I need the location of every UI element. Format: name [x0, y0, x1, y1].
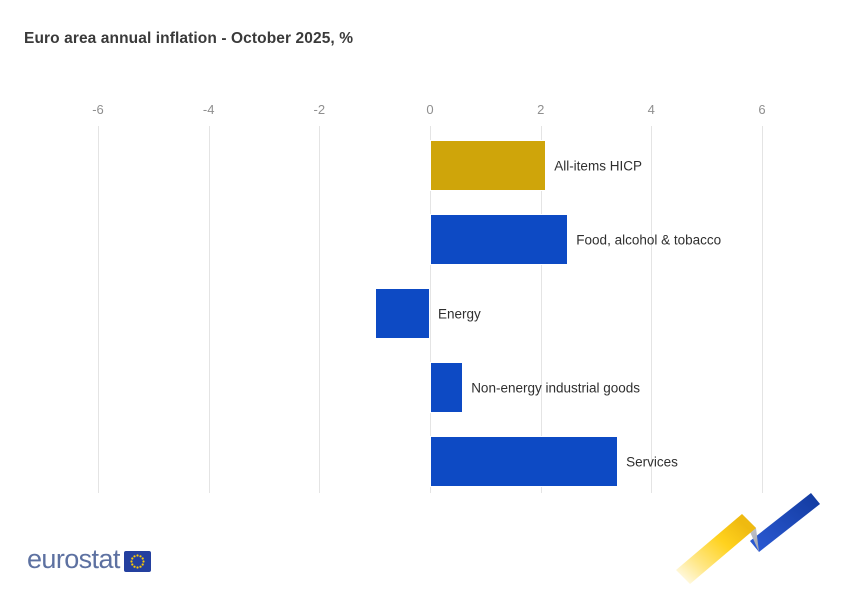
chart-title: Euro area annual inflation - October 202… — [24, 30, 354, 47]
gridline — [98, 126, 99, 493]
gridline — [319, 126, 321, 493]
gridline — [540, 126, 542, 493]
gridline — [208, 126, 210, 493]
axis-tick-label: 4 — [647, 102, 655, 117]
bar-energy — [374, 288, 430, 339]
bar-label-services: Services — [626, 454, 678, 469]
trend-ribbon-graphic — [676, 493, 820, 584]
eurostat-logo: eurostat — [27, 544, 151, 575]
axis-tick-label: 2 — [537, 102, 545, 117]
bar-label-food-alcohol-tobacco: Food, alcohol & tobacco — [576, 232, 722, 247]
bar-non-energy-industrial-goods — [430, 362, 464, 413]
axis-tick-label: -4 — [202, 102, 215, 117]
bar-services — [430, 436, 619, 487]
bar-label-non-energy-industrial-goods: Non-energy industrial goods — [471, 380, 641, 395]
bar-label-energy: Energy — [438, 306, 481, 321]
gridline — [762, 126, 763, 493]
bar-food-alcohol-tobacco — [430, 214, 569, 265]
bar-all-items-hicp — [430, 140, 547, 191]
axis-tick-label: 0 — [426, 102, 434, 117]
gridline — [651, 126, 653, 493]
axis-tick-label: -6 — [92, 102, 104, 117]
bar-label-all-items-hicp: All-items HICP — [554, 158, 642, 173]
eu-flag-icon — [123, 551, 151, 572]
axis-tick-label: -2 — [313, 102, 326, 117]
eurostat-logo-text: eurostat — [27, 544, 120, 574]
axis-tick-label: 6 — [758, 102, 766, 117]
gridline — [430, 126, 431, 493]
